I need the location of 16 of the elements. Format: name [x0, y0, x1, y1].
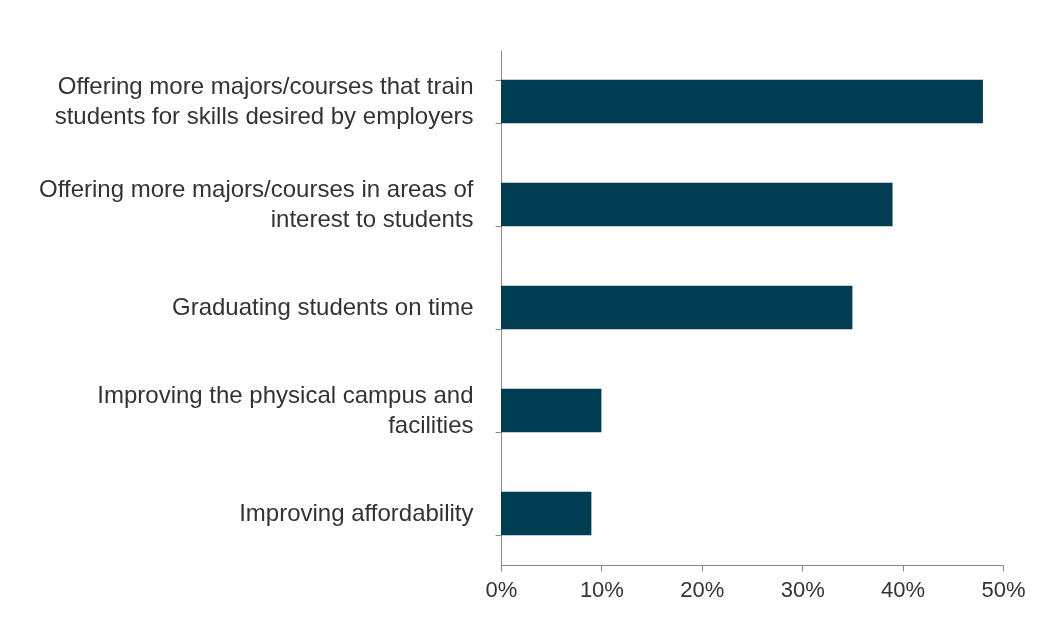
y-tick-label: Improving affordability: [239, 499, 474, 526]
y-tick-label: Offering more majors/courses in areas of interest to students: [39, 175, 474, 232]
x-tick-label: 50%: [981, 576, 1026, 602]
bar: [501, 388, 602, 433]
bar: [501, 491, 592, 536]
x-tick-label: 40%: [881, 576, 926, 602]
bar: [501, 285, 853, 330]
x-tick-label: 20%: [680, 576, 725, 602]
x-tick-label: 30%: [780, 576, 825, 602]
x-tick-label: 0%: [485, 576, 518, 602]
bar: [501, 79, 983, 124]
y-tick-label: Offering more majors/courses that train students for skills desired by employers: [54, 72, 474, 129]
y-tick-label: Improving the physical campus and facilities: [97, 381, 474, 438]
bar: [501, 182, 893, 227]
y-tick-label: Graduating students on time: [171, 293, 474, 320]
x-tick-label: 10%: [579, 576, 624, 602]
